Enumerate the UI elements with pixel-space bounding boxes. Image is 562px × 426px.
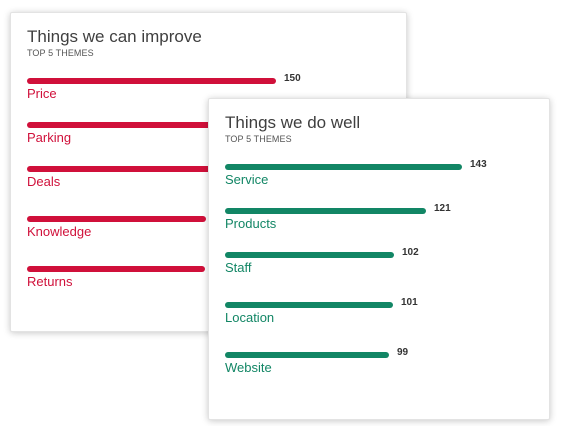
improve-theme-bar — [27, 216, 206, 222]
well-theme-value: 101 — [401, 297, 418, 308]
well-theme-label[interactable]: Website — [225, 360, 272, 375]
improve-theme-value: 150 — [284, 73, 301, 84]
well-theme-value: 121 — [434, 203, 451, 214]
well-theme-bar — [225, 252, 394, 258]
improve-theme-bar — [27, 266, 205, 272]
improve-theme-label[interactable]: Parking — [27, 130, 72, 145]
well-theme-value: 99 — [397, 347, 409, 358]
well-card-title: Things we do well — [225, 113, 361, 132]
well-theme-bar — [225, 302, 393, 308]
improve-theme-bar — [27, 78, 276, 84]
well-theme-value: 102 — [402, 247, 419, 258]
well-theme-bar — [225, 352, 389, 358]
improve-theme-label[interactable]: Knowledge — [27, 224, 92, 239]
well-theme-value: 143 — [470, 159, 487, 170]
well-theme-label[interactable]: Location — [225, 310, 275, 325]
improve-theme-bar — [27, 166, 213, 172]
improve-card-subtitle: TOP 5 THEMES — [27, 48, 94, 58]
well-theme-label[interactable]: Staff — [225, 260, 252, 275]
well-theme-bar — [225, 208, 426, 214]
improve-theme-label[interactable]: Returns — [27, 274, 73, 289]
improve-card-title: Things we can improve — [27, 27, 202, 46]
improve-theme-label[interactable]: Deals — [27, 174, 61, 189]
improve-theme-bar — [27, 122, 281, 128]
well-theme-bar — [225, 164, 462, 170]
well-card: Things we do well TOP 5 THEMES 143 Servic… — [208, 98, 550, 420]
well-theme-label[interactable]: Products — [225, 216, 277, 231]
well-theme-label[interactable]: Service — [225, 172, 269, 187]
improve-theme-label[interactable]: Price — [27, 86, 57, 101]
well-card-subtitle: TOP 5 THEMES — [225, 134, 292, 144]
